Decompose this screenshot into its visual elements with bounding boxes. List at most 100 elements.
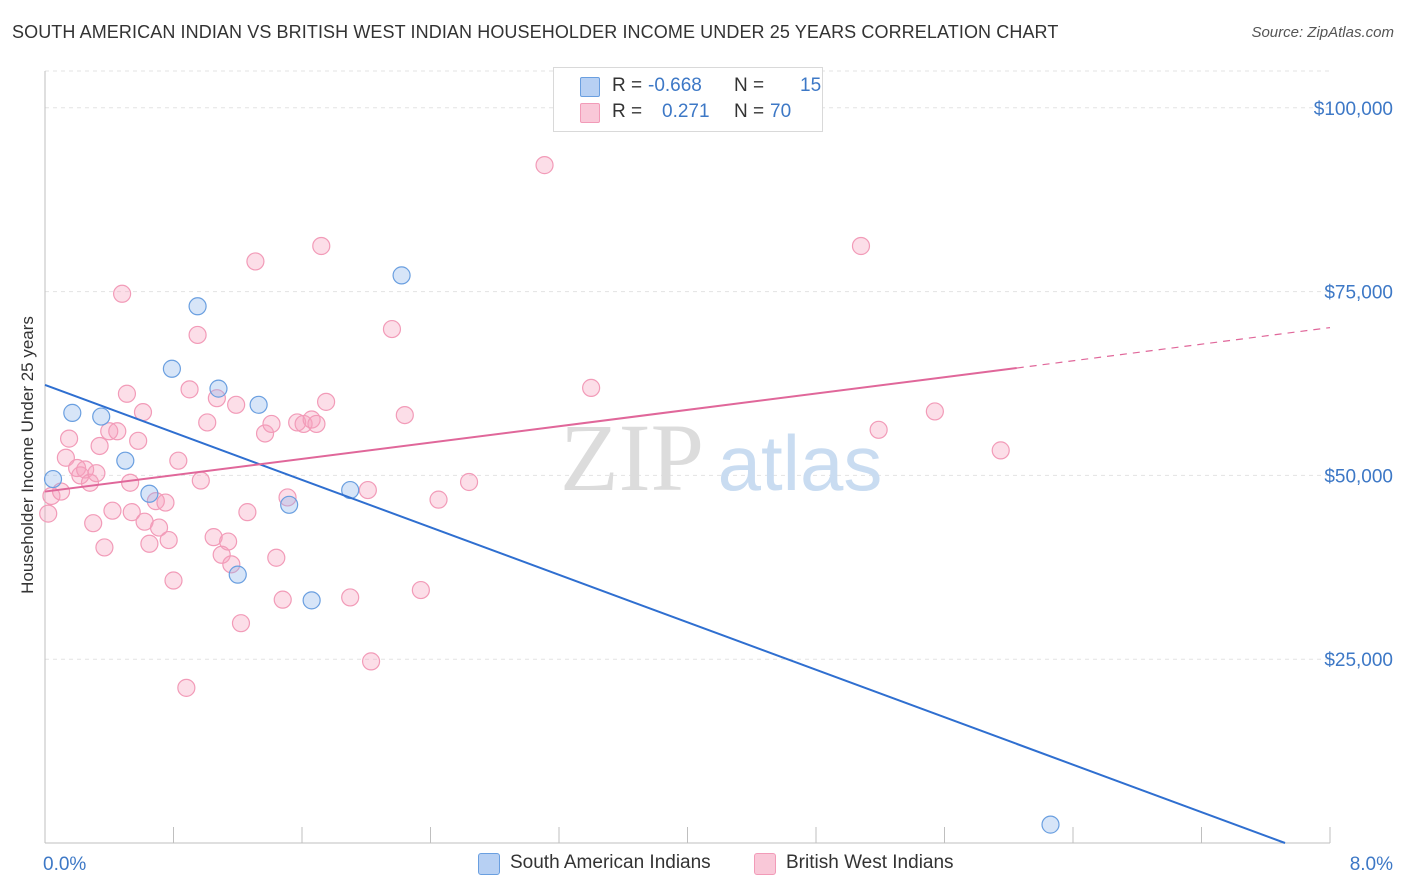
data-point-british-west-indians	[238, 503, 257, 522]
data-point-british-west-indians	[156, 493, 175, 512]
series-british-west-indians	[39, 156, 1010, 697]
data-point-british-west-indians	[146, 492, 165, 511]
data-point-british-west-indians	[341, 588, 360, 607]
data-point-south-american-indians	[280, 495, 299, 514]
data-point-south-american-indians	[63, 403, 82, 422]
data-point-south-american-indians	[302, 591, 321, 610]
data-point-british-west-indians	[316, 392, 336, 411]
axes	[44, 71, 1331, 844]
data-point-british-west-indians	[121, 473, 140, 492]
legend-r-label: R =	[612, 75, 643, 96]
legend-n-label: N =	[734, 101, 765, 122]
data-point-british-west-indians	[198, 413, 217, 432]
data-point-british-west-indians	[95, 538, 114, 557]
data-point-british-west-indians	[851, 236, 871, 256]
data-point-british-west-indians	[56, 448, 75, 467]
data-point-south-american-indians	[162, 359, 181, 378]
data-point-south-american-indians	[392, 266, 411, 285]
trend-line-south-american-indians	[44, 384, 1286, 844]
data-point-british-west-indians	[231, 614, 251, 633]
data-point-british-west-indians	[188, 325, 207, 345]
data-point-british-west-indians	[169, 451, 188, 470]
data-point-british-west-indians	[108, 422, 127, 441]
data-point-british-west-indians	[925, 402, 944, 421]
data-point-british-west-indians	[90, 436, 109, 456]
legend-swatch-pink	[580, 103, 600, 123]
data-point-british-west-indians	[59, 429, 79, 448]
data-point-british-west-indians	[180, 380, 199, 399]
data-point-british-west-indians	[177, 678, 196, 697]
data-point-british-west-indians	[869, 420, 888, 439]
data-point-british-west-indians	[307, 414, 326, 434]
data-point-south-american-indians	[116, 451, 135, 470]
watermark-zip: ZIP	[560, 404, 704, 511]
data-point-british-west-indians	[191, 471, 210, 490]
data-point-british-west-indians	[411, 580, 430, 600]
data-point-south-american-indians	[209, 379, 228, 398]
data-point-british-west-indians	[429, 490, 448, 509]
bottom-legend-label: British West Indians	[786, 852, 954, 873]
x-tick-labels: 0.0% 8.0%	[43, 854, 1393, 875]
x-tick-label: 8.0%	[1350, 854, 1393, 875]
watermark: ZIP atlas	[560, 404, 882, 511]
trend-line-british-west-indians	[44, 367, 1017, 493]
correlation-legend: R = -0.668 N = 15 R = 0.271 N = 70	[553, 67, 823, 132]
data-point-british-west-indians	[312, 236, 331, 256]
data-point-british-west-indians	[361, 652, 381, 671]
legend-n-value: 15	[800, 75, 822, 96]
data-point-british-west-indians	[87, 464, 106, 483]
legend-r-value: 0.271	[662, 101, 710, 122]
y-tick-labels: $25,000 $50,000 $75,000 $100,000	[1314, 99, 1393, 671]
data-point-south-american-indians	[140, 484, 159, 503]
data-point-british-west-indians	[288, 413, 307, 432]
data-point-british-west-indians	[227, 395, 246, 414]
data-point-british-west-indians	[103, 501, 122, 520]
chart-title: SOUTH AMERICAN INDIAN VS BRITISH WEST IN…	[12, 22, 1059, 42]
data-point-south-american-indians	[228, 565, 247, 584]
data-point-british-west-indians	[382, 319, 402, 339]
data-point-british-west-indians	[262, 414, 281, 434]
bottom-legend-swatch-blue	[478, 853, 500, 875]
data-point-south-american-indians	[1041, 815, 1060, 834]
trend-lines	[44, 327, 1331, 844]
legend-swatch-blue	[580, 77, 600, 97]
legend-n-value: 70	[770, 101, 792, 122]
data-point-british-west-indians	[39, 504, 58, 523]
data-point-british-west-indians	[84, 514, 103, 533]
data-point-british-west-indians	[117, 384, 137, 403]
data-point-british-west-indians	[267, 548, 286, 567]
series-south-american-indians	[43, 266, 1060, 834]
data-point-british-west-indians	[582, 378, 601, 397]
data-point-british-west-indians	[129, 431, 148, 450]
data-point-british-west-indians	[991, 441, 1010, 460]
data-point-british-west-indians	[71, 466, 90, 485]
data-point-british-west-indians	[159, 530, 178, 550]
data-point-british-west-indians	[112, 284, 132, 303]
data-point-british-west-indians	[219, 532, 238, 551]
data-point-south-american-indians	[188, 297, 207, 316]
data-point-british-west-indians	[278, 488, 297, 507]
data-point-british-west-indians	[255, 424, 275, 443]
data-point-british-west-indians	[149, 518, 169, 537]
data-point-south-american-indians	[43, 469, 63, 489]
bottom-legend-label: South American Indians	[510, 852, 711, 873]
data-point-british-west-indians	[122, 503, 141, 522]
legend-n-label: N =	[734, 75, 765, 96]
data-point-british-west-indians	[395, 405, 414, 425]
legend-r-label: R =	[612, 101, 643, 122]
data-point-british-west-indians	[222, 555, 241, 574]
data-point-british-west-indians	[535, 156, 554, 175]
data-point-british-west-indians	[358, 480, 377, 500]
data-point-british-west-indians	[164, 571, 183, 590]
data-point-british-west-indians	[246, 252, 265, 271]
data-point-british-west-indians	[273, 590, 292, 609]
y-tick-label: $75,000	[1324, 283, 1393, 304]
bottom-legend-swatch-pink	[754, 853, 776, 875]
y-tick-label: $100,000	[1314, 99, 1393, 120]
data-point-british-west-indians	[459, 472, 479, 492]
data-point-south-american-indians	[249, 395, 268, 414]
watermark-atlas: atlas	[718, 419, 883, 507]
data-point-british-west-indians	[204, 528, 223, 547]
source-label: Source: ZipAtlas.com	[1251, 24, 1394, 41]
y-tick-label: $25,000	[1324, 650, 1393, 671]
